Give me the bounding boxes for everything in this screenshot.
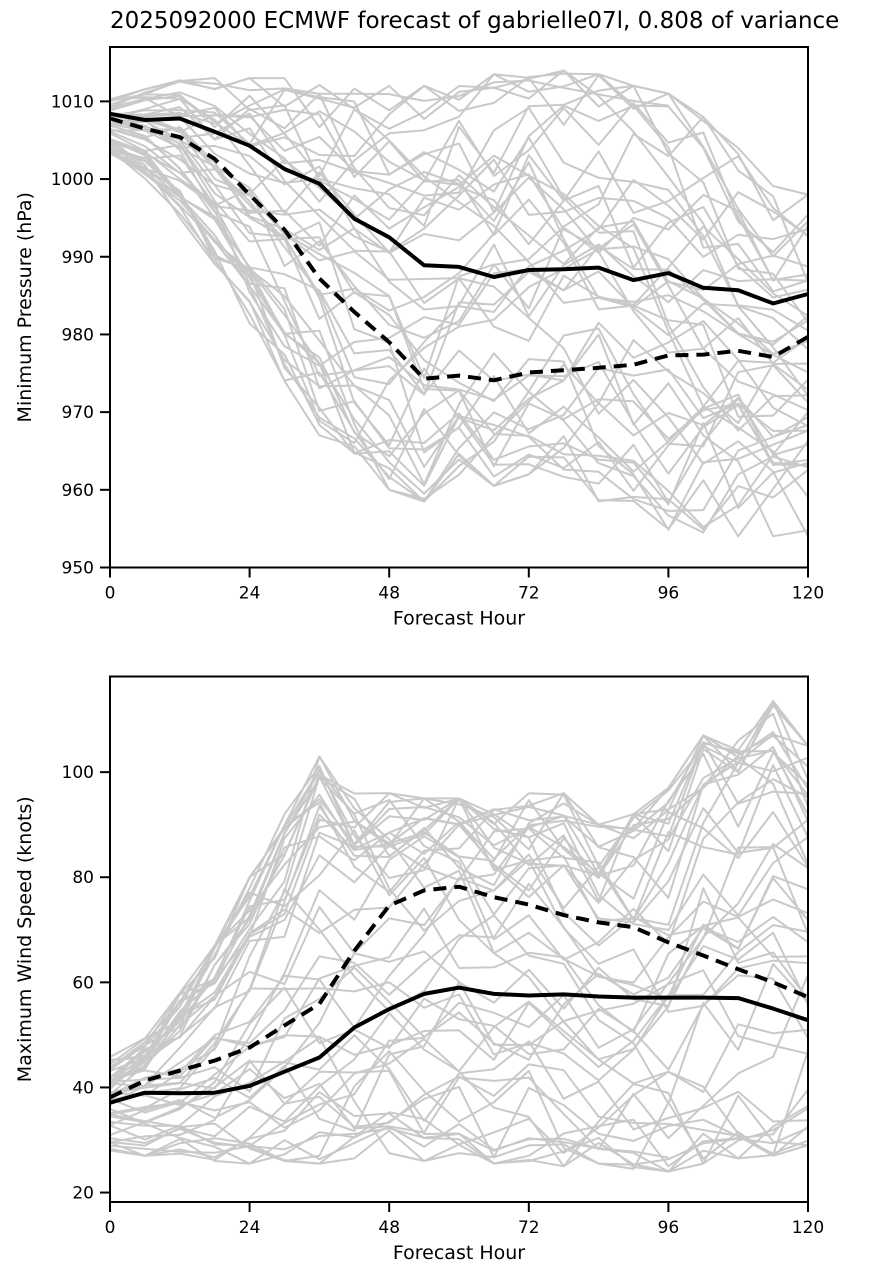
y-tick-label: 960 xyxy=(62,481,94,501)
ensemble-member-line xyxy=(109,742,809,1106)
y-axis: 20 40 60 80 100 Maximum Wind Speed (knots) xyxy=(14,763,110,1204)
y-tick-label: 80 xyxy=(72,868,94,888)
ensemble-member-line xyxy=(109,700,809,1083)
ensemble-members xyxy=(109,69,809,538)
x-tick-label: 48 xyxy=(378,1218,400,1238)
ensemble-member-line xyxy=(109,858,809,1097)
ensemble-member-line xyxy=(109,1050,809,1170)
pressure-chart: 0 24 48 72 96 120 Forecast Hour 950 960 970 980 990… xyxy=(14,46,824,630)
axes-frame xyxy=(109,675,809,1203)
x-tick-label: 96 xyxy=(658,584,680,604)
y-tick-label: 1000 xyxy=(51,170,94,190)
x-tick-label: 72 xyxy=(518,584,540,604)
ensemble-member-line xyxy=(109,764,809,1088)
y-axis: 950 960 970 980 990 1000 1010 Minimum Pressure … xyxy=(14,92,110,579)
ensemble-member-line xyxy=(109,974,809,1151)
ensemble-member-line xyxy=(109,1023,809,1165)
ensemble-member-line xyxy=(109,1104,809,1173)
ensemble-member-line xyxy=(109,924,809,1115)
ensemble-member-line xyxy=(109,974,809,1124)
x-tick-label: 48 xyxy=(378,584,400,604)
ensemble-member-line xyxy=(109,150,809,500)
ensemble-member-line xyxy=(109,741,809,1085)
ensemble-member-line xyxy=(109,888,809,1105)
y-tick-label: 950 xyxy=(62,559,94,579)
ensemble-member-line xyxy=(109,1085,809,1165)
axes-frame xyxy=(109,46,809,569)
x-tick-label: 0 xyxy=(105,584,116,604)
ensemble-member-line xyxy=(109,150,809,503)
ensemble-member-line xyxy=(109,712,809,1078)
x-axis: 0 24 48 72 96 120 Forecast Hour xyxy=(105,1202,824,1264)
ensemble-member-line xyxy=(109,79,669,107)
y-axis-label: Maximum Wind Speed (knots) xyxy=(14,796,36,1082)
ensemble-member-line xyxy=(109,906,809,1081)
dashed-mean-line xyxy=(109,116,810,383)
ensemble-member-line xyxy=(109,106,809,332)
x-axis-label: Forecast Hour xyxy=(393,1242,525,1264)
y-tick-label: 100 xyxy=(62,763,94,783)
ensemble-member-line xyxy=(109,777,809,1096)
wind-chart: 0 24 48 72 96 120 Forecast Hour 20 40 60 80 100 Maxi… xyxy=(14,675,824,1264)
ensemble-member-line xyxy=(109,115,809,339)
x-axis-label: Forecast Hour xyxy=(393,608,525,630)
ensemble-member-line xyxy=(109,887,809,1147)
ensemble-member-line xyxy=(109,138,809,512)
ensemble-member-line xyxy=(109,69,809,397)
ensemble-member-line xyxy=(109,73,809,254)
x-tick-label: 96 xyxy=(658,1218,680,1238)
figure-title: 2025092000 ECMWF forecast of gabrielle07… xyxy=(110,8,840,34)
ensemble-member-line xyxy=(109,1059,809,1157)
solid-mean-line xyxy=(109,985,809,1105)
ensemble-member-line xyxy=(109,150,809,258)
y-tick-label: 40 xyxy=(72,1078,94,1098)
x-tick-label: 24 xyxy=(239,1218,261,1238)
y-tick-label: 980 xyxy=(62,325,94,345)
ensemble-member-line xyxy=(109,877,809,1097)
ensemble-members xyxy=(109,700,809,1173)
x-tick-label: 120 xyxy=(792,584,824,604)
ensemble-member-line xyxy=(109,755,809,1062)
y-axis-label: Minimum Pressure (hPa) xyxy=(14,192,36,422)
x-axis: 0 24 48 72 96 120 Forecast Hour xyxy=(105,567,824,630)
x-tick-label: 0 xyxy=(105,1218,116,1238)
solid-mean-line xyxy=(109,111,809,306)
y-tick-label: 20 xyxy=(72,1184,94,1204)
ensemble-member-line xyxy=(109,72,809,283)
dashed-mean-line xyxy=(109,884,809,1100)
ensemble-member-line xyxy=(109,751,809,1094)
ensemble-member-line xyxy=(109,116,809,313)
ensemble-member-line xyxy=(109,84,809,227)
ensemble-member-line xyxy=(109,73,809,258)
ensemble-member-line xyxy=(109,733,809,1085)
y-tick-label: 970 xyxy=(62,403,94,423)
ensemble-member-line xyxy=(109,124,809,396)
x-tick-label: 24 xyxy=(239,584,261,604)
ensemble-member-line xyxy=(109,149,809,538)
ensemble-member-line xyxy=(109,118,809,475)
ensemble-member-line xyxy=(109,104,809,293)
x-tick-label: 72 xyxy=(518,1218,540,1238)
ensemble-member-line xyxy=(109,1091,809,1173)
y-tick-label: 990 xyxy=(62,248,94,268)
ensemble-member-line xyxy=(109,1034,809,1143)
ensemble-member-line xyxy=(109,139,809,531)
y-tick-label: 60 xyxy=(72,973,94,993)
ensemble-member-line xyxy=(109,882,809,1088)
x-tick-label: 120 xyxy=(792,1218,824,1238)
ensemble-member-line xyxy=(109,915,809,1093)
ensemble-member-line xyxy=(109,77,809,281)
ensemble-member-line xyxy=(109,94,809,408)
ensemble-member-line xyxy=(109,77,809,355)
y-tick-label: 1010 xyxy=(51,92,94,112)
ensemble-member-line xyxy=(109,69,809,323)
